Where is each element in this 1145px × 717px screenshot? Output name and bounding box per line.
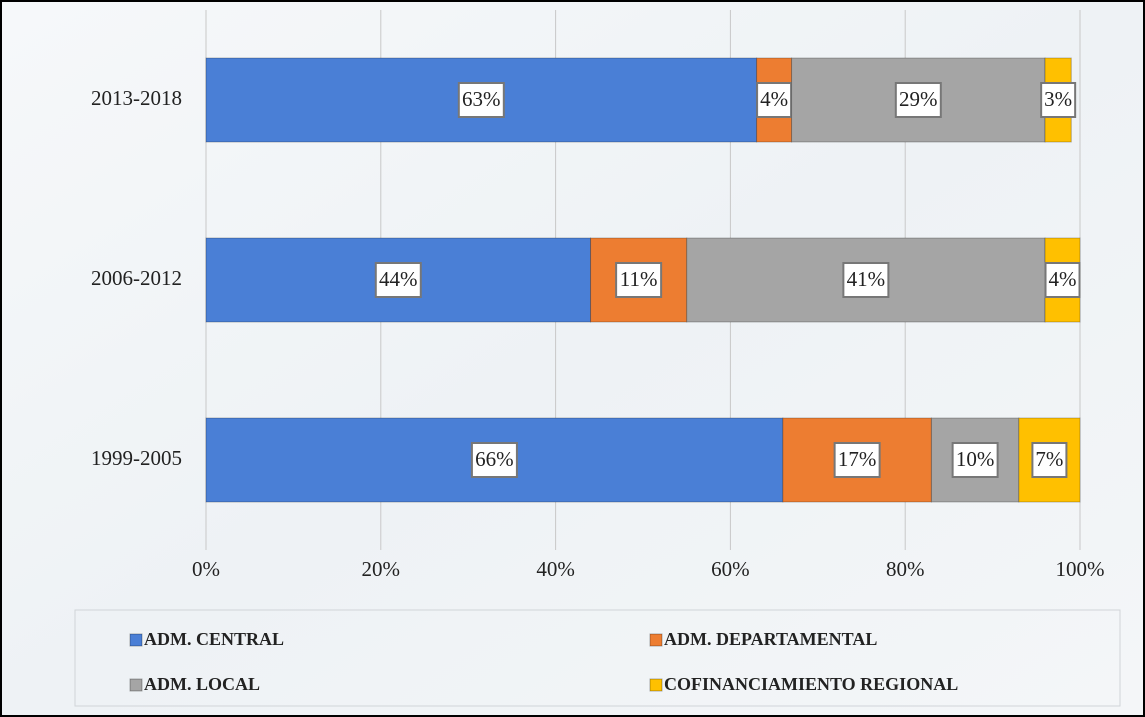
legend-label: ADM. LOCAL (144, 674, 260, 694)
legend-swatch (129, 633, 143, 647)
legend-swatch (649, 633, 663, 647)
value-label: 29% (899, 87, 938, 111)
value-label: 11% (620, 267, 658, 291)
value-label-box (1044, 262, 1081, 298)
value-label-box (457, 82, 505, 118)
value-label: 41% (847, 267, 886, 291)
x-tick-label: 20% (362, 557, 401, 581)
x-tick-label: 100% (1056, 557, 1105, 581)
value-label-box (951, 442, 999, 478)
y-tick-label: 2006-2012 (91, 266, 182, 290)
value-label: 4% (760, 87, 788, 111)
value-label: 17% (838, 447, 877, 471)
y-tick-label: 1999-2005 (91, 446, 182, 470)
value-label-box (833, 442, 881, 478)
x-tick-label: 80% (886, 557, 925, 581)
legend-swatch (649, 678, 663, 692)
value-label-box (756, 82, 793, 118)
value-label-box (470, 442, 518, 478)
value-label: 10% (956, 447, 995, 471)
value-label-box (1040, 82, 1077, 118)
value-label: 4% (1049, 267, 1077, 291)
x-tick-label: 40% (536, 557, 575, 581)
value-label: 66% (475, 447, 514, 471)
legend-label: ADM. CENTRAL (144, 629, 284, 649)
legend-label: ADM. DEPARTAMENTAL (664, 629, 877, 649)
value-label: 3% (1044, 87, 1072, 111)
value-label-box (615, 262, 663, 298)
legend-swatch (129, 678, 143, 692)
value-label: 7% (1035, 447, 1063, 471)
value-label-box (1031, 442, 1068, 478)
legend-box (74, 609, 1121, 707)
y-tick-label: 2013-2018 (91, 86, 182, 110)
value-label: 44% (379, 267, 418, 291)
x-tick-label: 60% (711, 557, 750, 581)
value-label-box (374, 262, 422, 298)
value-label-box (894, 82, 942, 118)
value-label: 63% (462, 87, 501, 111)
x-tick-label: 0% (192, 557, 220, 581)
legend-label: COFINANCIAMIENTO REGIONAL (664, 674, 958, 694)
value-label-box (842, 262, 890, 298)
